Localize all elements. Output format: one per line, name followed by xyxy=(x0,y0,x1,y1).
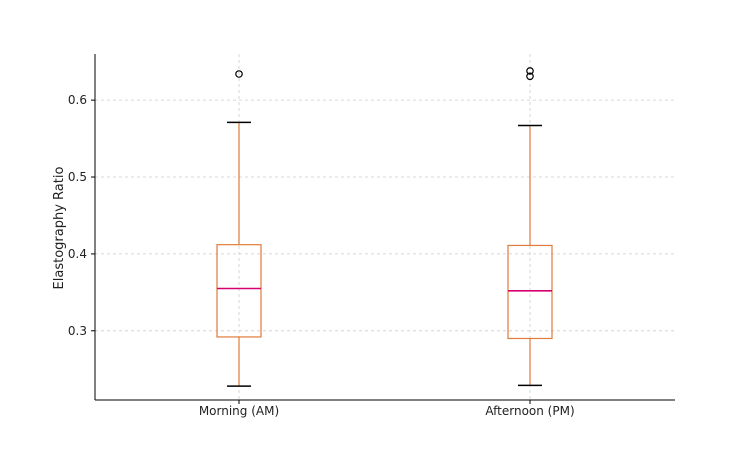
axes xyxy=(94,54,675,401)
y-axis-label: Elastography Ratio xyxy=(52,167,67,290)
box-group xyxy=(507,67,553,387)
y-tick-label: 0.6 xyxy=(68,93,87,107)
y-tick-label: 0.4 xyxy=(68,247,87,261)
outlier-point xyxy=(526,67,534,75)
box-series xyxy=(216,67,553,387)
y-tick-label: 0.3 xyxy=(68,324,87,338)
x-tick-label: Morning (AM) xyxy=(199,404,279,418)
iqr-box xyxy=(507,244,553,340)
iqr-box xyxy=(216,244,262,338)
x-tick-label: Afternoon (PM) xyxy=(485,404,574,418)
x-ticks: Morning (AM) Afternoon (PM) xyxy=(199,400,575,418)
grid-lines xyxy=(95,54,675,400)
outlier-point xyxy=(235,70,243,78)
y-ticks: 0.3 0.4 0.5 0.6 xyxy=(68,93,95,338)
y-tick-label: 0.5 xyxy=(68,170,87,184)
box-group xyxy=(216,70,262,387)
outlier-point xyxy=(526,72,534,81)
